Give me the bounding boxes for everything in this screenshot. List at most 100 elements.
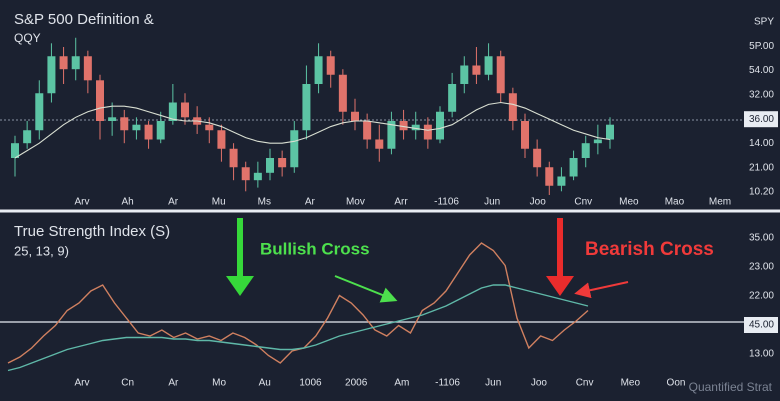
candle-body (290, 130, 299, 168)
candle-body (484, 56, 493, 75)
candle-body (375, 139, 384, 149)
x-axis-label: Joo (530, 197, 547, 208)
y-axis-label: 45.00 (749, 320, 774, 331)
x-axis-label: -1106 (434, 197, 459, 208)
candle-body (460, 65, 469, 84)
x-axis-label: Mov (346, 197, 365, 208)
candle-body (472, 65, 481, 75)
candle-body (120, 117, 129, 131)
candle-body (181, 102, 189, 118)
candle-body (229, 148, 238, 168)
x-axis-label: Oon (667, 378, 686, 389)
candle-body (326, 56, 335, 75)
candle-body (436, 111, 444, 140)
x-axis-label: 1006 (299, 378, 322, 389)
candle-body (144, 124, 153, 140)
candle-body (411, 124, 420, 131)
x-axis-label: Mo (212, 378, 226, 389)
arrow (226, 276, 254, 296)
candle-body (363, 121, 372, 140)
candle-body (168, 102, 177, 121)
candle-body (533, 148, 542, 168)
x-axis-label: Cnv (574, 197, 592, 208)
label-highlight (744, 111, 778, 128)
x-axis-label: Joo (531, 378, 548, 389)
y-axis-label: 5P.00 (749, 41, 774, 52)
candle-body (241, 167, 250, 181)
candle-body (351, 111, 359, 121)
candle-body (496, 56, 505, 94)
annotation: Bullish Cross (260, 239, 370, 258)
candle-body (217, 130, 226, 149)
x-axis-label: Meo (619, 197, 639, 208)
candle-body (35, 93, 44, 131)
x-axis-label: Ar (305, 197, 316, 208)
x-axis-label: -1106 (435, 378, 460, 389)
x-axis-label: Ah (121, 197, 133, 208)
x-axis-label: Cnv (576, 378, 594, 389)
label-highlight (744, 317, 778, 333)
candle-body (508, 93, 517, 121)
candle-body (266, 158, 274, 173)
x-axis-label: Meo (621, 378, 641, 389)
candle-body (606, 124, 614, 140)
y-axis-label: 36.00 (749, 114, 774, 125)
candle-body (557, 176, 566, 186)
x-axis-label: Au (259, 378, 271, 389)
candle-body (253, 172, 262, 181)
y-axis-label: 21.00 (749, 162, 774, 173)
candle-body (399, 121, 408, 131)
candle-body (448, 84, 457, 112)
x-axis-label: Am (394, 378, 409, 389)
watermark: Quantified Strat (689, 380, 773, 394)
candle-body (593, 139, 602, 144)
x-axis-label: Mao (665, 197, 685, 208)
candle-body (314, 56, 323, 84)
arrow (546, 276, 574, 296)
x-axis-label: 2006 (345, 378, 368, 389)
series-line (7, 242, 589, 364)
candle-body (581, 143, 590, 158)
candle-body (302, 84, 311, 131)
candle-body (83, 56, 92, 81)
candle-body (387, 121, 396, 149)
candle-body (545, 167, 554, 186)
y-axis-label: 54.00 (749, 65, 774, 76)
candle-body (108, 117, 117, 121)
candle-body (569, 158, 578, 177)
y-axis-label: 23.00 (749, 262, 774, 273)
y-axis-label: 22.00 (749, 291, 774, 302)
y-axis-label: 10.20 (749, 187, 774, 198)
candle-body (47, 56, 56, 94)
x-axis-label: Mu (212, 197, 226, 208)
candle-body (521, 121, 529, 149)
arrow (574, 281, 629, 299)
candle-body (423, 124, 432, 140)
candle-body (11, 143, 19, 158)
annotation: Bearish Cross (585, 239, 714, 260)
x-axis-label: Jun (485, 378, 501, 389)
y-axis-label: 35.00 (749, 233, 774, 244)
candle-body (205, 124, 214, 131)
x-axis-label: Cn (121, 378, 134, 389)
candle-body (59, 56, 68, 70)
chart-subtitle: QQY (14, 31, 41, 45)
y-axis-label: 13.00 (749, 349, 774, 360)
x-axis-label: Arv (75, 197, 90, 208)
y-axis-label: 14.00 (749, 138, 774, 149)
candle-body (96, 80, 104, 121)
candle-body (132, 124, 141, 131)
candle-body (338, 74, 347, 112)
x-axis-label: Ar (168, 197, 179, 208)
chart-subtitle: 25, 13, 9) (14, 243, 69, 258)
series-line (14, 101, 611, 159)
x-axis-label: Mem (709, 197, 731, 208)
x-axis-label: Ar (168, 378, 179, 389)
candle-body (156, 121, 165, 140)
y-axis-label: 32.00 (749, 90, 774, 101)
candle-body (23, 130, 32, 144)
x-axis-label: Ms (258, 197, 271, 208)
chart-title: True Strength Index (S) (14, 223, 170, 240)
